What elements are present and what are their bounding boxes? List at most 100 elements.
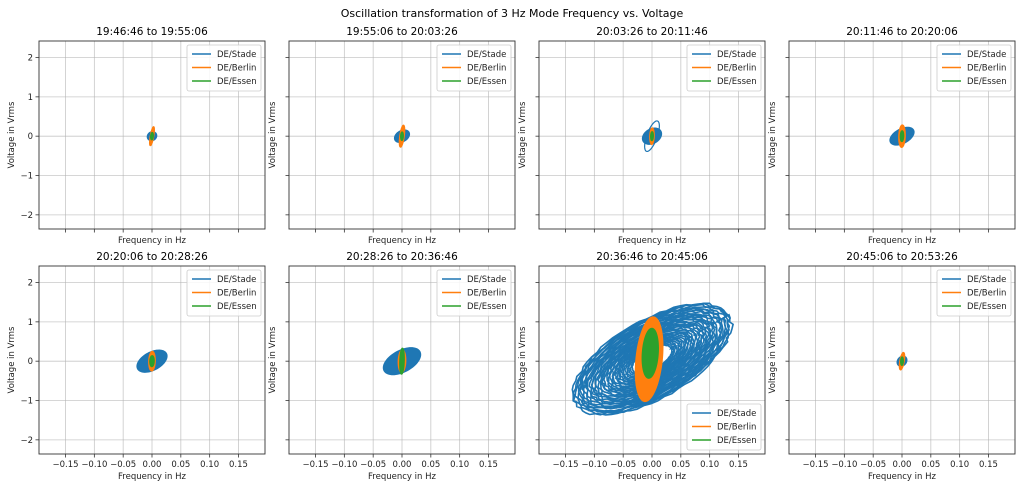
x-tick-label: −0.15 [52,460,78,470]
x-tick-label: 0.05 [671,460,690,470]
legend-label: DE/Stade [217,50,256,60]
legend: DE/Stade DE/Berlin DE/Essen [686,44,762,92]
series-essen [899,130,905,143]
y-axis-label: Voltage in Vrms [268,326,278,393]
y-tick-label: −1 [20,397,33,407]
legend-label: DE/Essen [467,302,507,312]
legend-label: DE/Stade [967,50,1006,60]
y-axis-label: Voltage in Vrms [7,101,17,168]
axes-frame [788,40,1016,230]
legend-label: DE/Essen [967,77,1007,87]
series-essen [399,347,405,375]
x-axis-label: Frequency in Hz [618,472,686,482]
legend: DE/Stade DE/Berlin DE/Essen [686,403,762,451]
legend-box [436,269,512,317]
x-tick-label: −0.15 [302,460,328,470]
subplot-panel: −0.15 −0.10 −0.05 0.00 0.05 0.10 0.15 20:45:06 … [768,251,1016,482]
axes-frame [38,265,266,455]
legend-label: DE/Berlin [967,289,1006,299]
figure-title: Oscillation transformation of 3 Hz Mode … [341,7,684,20]
axes-frame [288,265,516,455]
y-axis-label: Voltage in Vrms [768,101,778,168]
y-tick-label: 0 [28,132,33,142]
subplot-title: 20:03:26 to 20:11:46 [596,26,708,38]
series-essen [900,356,904,366]
axes-frame [538,40,766,230]
legend-box [936,44,1012,92]
x-tick-label: 0.05 [421,460,440,470]
y-tick-label: 0 [28,357,33,367]
x-tick-label: −0.05 [610,460,636,470]
x-tick-label: −0.10 [581,460,607,470]
series-essen [650,131,654,142]
legend-label: DE/Berlin [217,289,256,299]
subplot-grid: 2 1 0 −1 −2 19:46:46 to 19:55:06 Frequency in … [7,26,1016,482]
y-tick-label: −2 [20,211,33,221]
x-axis-label: Frequency in Hz [118,236,186,246]
series-stade-loop [577,307,727,412]
x-tick-label: 0.15 [229,460,248,470]
y-tick-label: 1 [28,318,33,328]
subplot-panel: 19:55:06 to 20:03:26 Frequency in Hz Volta… [268,26,516,246]
x-tick-label: 0.05 [171,460,190,470]
x-axis-label: Frequency in Hz [368,472,436,482]
legend-label: DE/Essen [717,77,757,87]
legend-box [186,269,262,317]
series-stade-loop [572,302,732,416]
legend-label: DE/Berlin [717,423,756,433]
legend: DE/Stade DE/Berlin DE/Essen [186,44,262,92]
legend-label: DE/Stade [717,409,756,419]
y-axis-label: Voltage in Vrms [268,101,278,168]
series-essen [400,131,404,141]
x-tick-label: −0.10 [81,460,107,470]
x-axis-label: Frequency in Hz [618,236,686,246]
legend-box [186,44,262,92]
series-stade-loop [591,315,714,403]
subplot-title: 20:11:46 to 20:20:06 [846,26,958,38]
x-tick-label: −0.10 [331,460,357,470]
subplot-panel: 20:11:46 to 20:20:06 Frequency in Hz Volta… [768,26,1016,246]
x-tick-label: −0.10 [831,460,857,470]
legend: DE/Stade DE/Berlin DE/Essen [186,269,262,317]
y-axis-label: Voltage in Vrms [7,326,17,393]
subplot-title: 20:20:06 to 20:28:26 [96,251,208,263]
y-tick-label: 1 [28,93,33,103]
series-group [571,302,735,416]
legend-label: DE/Stade [467,50,506,60]
legend-box [686,403,762,451]
y-tick-label: −1 [20,172,33,182]
subplot-panel: −0.15 −0.10 −0.05 0.00 0.05 0.10 0.15 20:28:26 … [268,251,516,482]
series-group [393,124,411,148]
x-tick-label: −0.05 [360,460,386,470]
y-axis-label: Voltage in Vrms [518,101,528,168]
legend-label: DE/Stade [467,275,506,285]
series-group [889,124,915,148]
legend-box [436,44,512,92]
x-tick-label: 0.10 [700,460,719,470]
x-tick-label: 0.15 [979,460,998,470]
x-tick-label: 0.10 [200,460,219,470]
series-stade-loop [594,318,710,400]
legend-label: DE/Berlin [717,64,756,74]
x-tick-label: 0.15 [729,460,748,470]
x-tick-label: 0.00 [143,460,162,470]
x-axis-label: Frequency in Hz [368,236,436,246]
x-tick-label: 0.00 [893,460,912,470]
legend-label: DE/Berlin [217,64,256,74]
legend-label: DE/Essen [217,302,257,312]
y-tick-label: 2 [28,54,33,64]
legend-box [936,269,1012,317]
legend: DE/Stade DE/Berlin DE/Essen [936,269,1012,317]
axes-frame [788,265,1016,455]
legend-box [686,44,762,92]
y-tick-label: 2 [28,279,33,289]
x-tick-label: −0.15 [552,460,578,470]
axes-frame [38,40,266,230]
series-group [896,351,908,371]
series-stade-outer-loop [644,120,660,153]
x-tick-label: 0.00 [643,460,662,470]
subplot-title: 19:55:06 to 20:03:26 [346,26,458,38]
legend-label: DE/Stade [217,275,256,285]
x-tick-label: 0.05 [921,460,940,470]
